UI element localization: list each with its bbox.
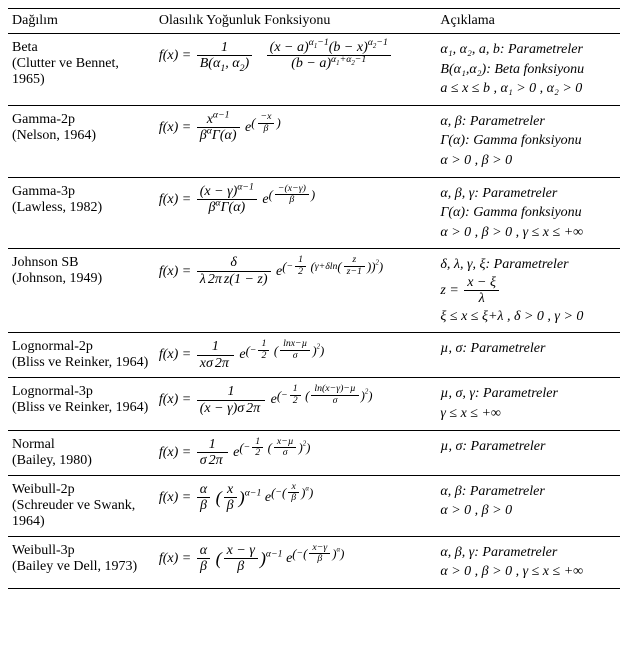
- dist-ref: (Bliss ve Reinker, 1964): [12, 355, 148, 370]
- table-row: Gamma-3p (Lawless, 1982) f(x) = (x − γ)α…: [8, 177, 620, 249]
- note-line: B(α₁,α₂): Beta fonksiyonu: [440, 60, 616, 80]
- distributions-table: Dağılım Olasılık Yoğunluk Fonksiyonu Açı…: [8, 8, 620, 589]
- table-row: Beta (Clutter ve Bennet, 1965) f(x) = 1B…: [8, 34, 620, 106]
- note-line: µ, σ: Parametreler: [440, 437, 616, 457]
- dist-ref: (Lawless, 1982): [12, 200, 102, 215]
- dist-ref: (Bliss ve Reinker, 1964): [12, 400, 148, 415]
- table-row: Gamma-2p (Nelson, 1964) f(x) = xα−1βαΓ(α…: [8, 105, 620, 177]
- header-distribution: Dağılım: [8, 9, 155, 34]
- note-line: α > 0 , β > 0 , γ ≤ x ≤ +∞: [440, 223, 616, 243]
- dist-ref: (Clutter ve Bennet, 1965): [12, 56, 119, 87]
- dist-ref: (Nelson, 1964): [12, 128, 96, 143]
- note-line: α > 0 , β > 0 , γ ≤ x ≤ +∞: [440, 562, 616, 582]
- note-line: µ, σ, γ: Parametreler: [440, 384, 616, 404]
- pdf-normal: f(x) = 1σ2π e(−12 (x−µσ)2): [155, 430, 437, 475]
- pdf-beta: f(x) = 1B(α1, α2) (x − a)α1−1(b − x)α2−1…: [155, 34, 437, 106]
- table-row: Lognormal-3p (Bliss ve Reinker, 1964) f(…: [8, 378, 620, 430]
- note-line: α, β: Parametreler: [440, 112, 616, 132]
- dist-name: Normal: [12, 437, 55, 452]
- pdf-gamma2p: f(x) = xα−1βαΓ(α) e(−xβ): [155, 105, 437, 177]
- note-line: γ ≤ x ≤ +∞: [440, 404, 616, 424]
- dist-ref: (Schreuder ve Swank, 1964): [12, 498, 135, 529]
- pdf-gamma3p: f(x) = (x − γ)α−1βαΓ(α) e(−(x−γ)β): [155, 177, 437, 249]
- note-line: ξ ≤ x ≤ ξ+λ , δ > 0 , γ > 0: [440, 307, 616, 327]
- pdf-logn2p: f(x) = 1xσ2π e(−12 (lnx−µσ)2): [155, 333, 437, 378]
- note-line: α, β: Parametreler: [440, 482, 616, 502]
- note-line: α > 0 , β > 0: [440, 501, 616, 521]
- header-note: Açıklama: [436, 9, 620, 34]
- header-pdf: Olasılık Yoğunluk Fonksiyonu: [155, 9, 437, 34]
- dist-ref: (Bailey ve Dell, 1973): [12, 559, 137, 574]
- dist-name: Gamma-3p: [12, 184, 75, 199]
- pdf-logn3p: f(x) = 1(x − γ)σ2π e(−12 (ln(x−γ)−µσ)2): [155, 378, 437, 430]
- note-line: z = x − ξλ: [440, 275, 616, 307]
- dist-name: Gamma-2p: [12, 112, 75, 127]
- table-row: Lognormal-2p (Bliss ve Reinker, 1964) f(…: [8, 333, 620, 378]
- dist-name: Weibull-3p: [12, 543, 75, 558]
- pdf-weibull2p: f(x) = αβ (xβ)α−1 e(−(xβ)α): [155, 475, 437, 536]
- note-line: α > 0 , β > 0: [440, 151, 616, 171]
- table-header-row: Dağılım Olasılık Yoğunluk Fonksiyonu Açı…: [8, 9, 620, 34]
- note-line: α, β, γ: Parametreler: [440, 543, 616, 563]
- dist-ref: (Bailey, 1980): [12, 453, 92, 468]
- dist-ref: (Johnson, 1949): [12, 271, 102, 286]
- dist-name: Lognormal-2p: [12, 339, 93, 354]
- pdf-weibull3p: f(x) = αβ (x − γβ)α−1 e(−(x−γβ)α): [155, 536, 437, 588]
- note-line: µ, σ: Parametreler: [440, 339, 616, 359]
- note-line: α₁, α₂, a, b: Parametreler: [440, 40, 616, 60]
- table-row: Johnson SB (Johnson, 1949) f(x) = δλ2πz(…: [8, 249, 620, 333]
- note-line: Γ(α): Gamma fonksiyonu: [440, 203, 616, 223]
- note-line: δ, λ, γ, ξ: Parametreler: [440, 255, 616, 275]
- dist-name: Johnson SB: [12, 255, 79, 270]
- dist-name: Beta: [12, 40, 38, 55]
- note-line: α, β, γ: Parametreler: [440, 184, 616, 204]
- table-row: Normal (Bailey, 1980) f(x) = 1σ2π e(−12 …: [8, 430, 620, 475]
- dist-name: Lognormal-3p: [12, 384, 93, 399]
- note-line: Γ(α): Gamma fonksiyonu: [440, 131, 616, 151]
- note-line: a ≤ x ≤ b , α₁ > 0 , α₂ > 0: [440, 79, 616, 99]
- table-row: Weibull-2p (Schreuder ve Swank, 1964) f(…: [8, 475, 620, 536]
- pdf-johnson: f(x) = δλ2πz(1 − z) e(−12 (γ+δln(zz−1))2…: [155, 249, 437, 333]
- table-row: Weibull-3p (Bailey ve Dell, 1973) f(x) =…: [8, 536, 620, 588]
- dist-name: Weibull-2p: [12, 482, 75, 497]
